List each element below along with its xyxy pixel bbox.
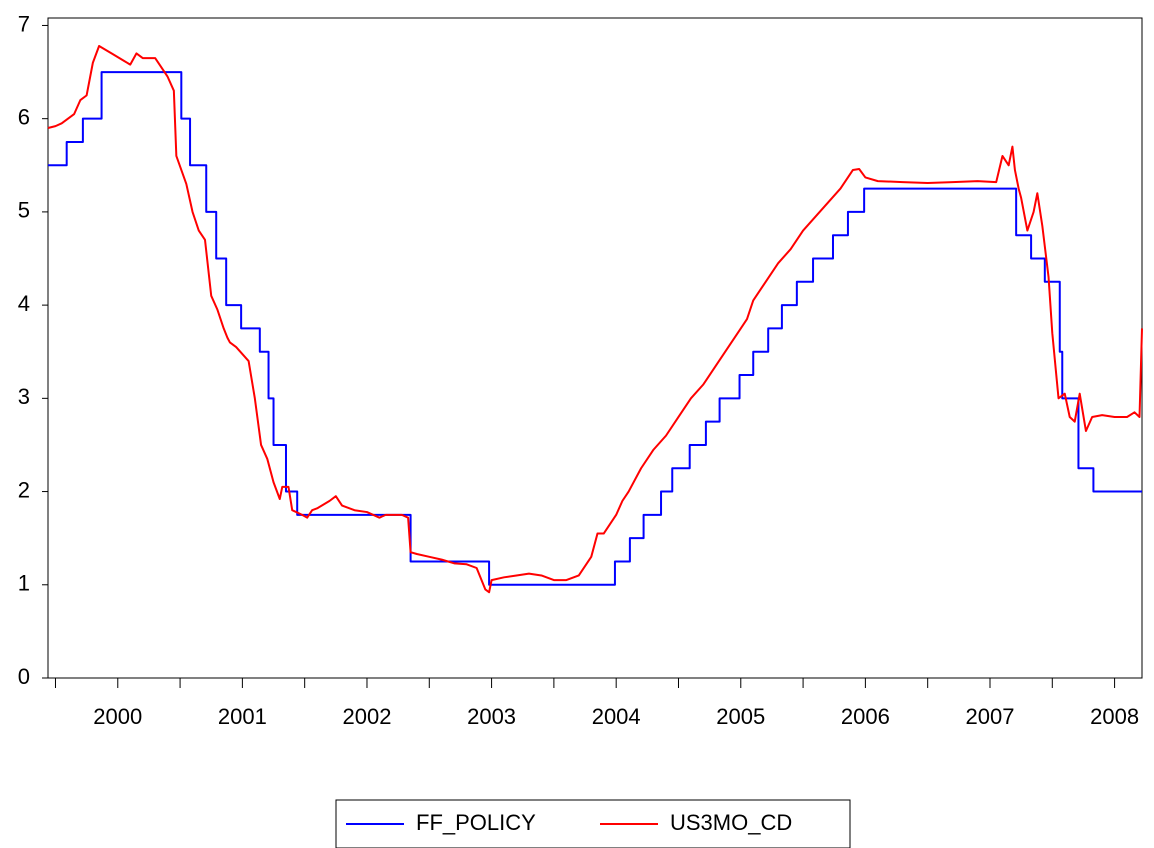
x-tick-label: 2003	[467, 704, 516, 729]
y-tick-label: 7	[18, 11, 30, 36]
legend-label: FF_POLICY	[416, 810, 536, 835]
y-tick-label: 3	[18, 384, 30, 409]
x-tick-label: 2006	[841, 704, 890, 729]
x-tick-label: 2005	[716, 704, 765, 729]
y-tick-label: 1	[18, 571, 30, 596]
x-tick-label: 2001	[218, 704, 267, 729]
y-tick-label: 2	[18, 477, 30, 502]
series-line	[48, 71, 1142, 586]
x-tick-label: 2004	[592, 704, 641, 729]
x-tick-label: 2000	[93, 704, 142, 729]
legend-box	[335, 799, 851, 848]
x-tick-label: 2002	[343, 704, 392, 729]
x-tick-label: 2007	[966, 704, 1015, 729]
y-tick-label: 6	[18, 104, 30, 129]
y-tick-label: 4	[18, 291, 30, 316]
y-tick-label: 0	[18, 664, 30, 689]
y-tick-label: 5	[18, 198, 30, 223]
x-tick-label: 2008	[1090, 704, 1139, 729]
legend-label: US3MO_CD	[670, 810, 792, 835]
series-line	[47, 44, 1143, 594]
plot-frame	[47, 17, 1143, 679]
legend: FF_POLICY US3MO_CD	[335, 799, 851, 848]
